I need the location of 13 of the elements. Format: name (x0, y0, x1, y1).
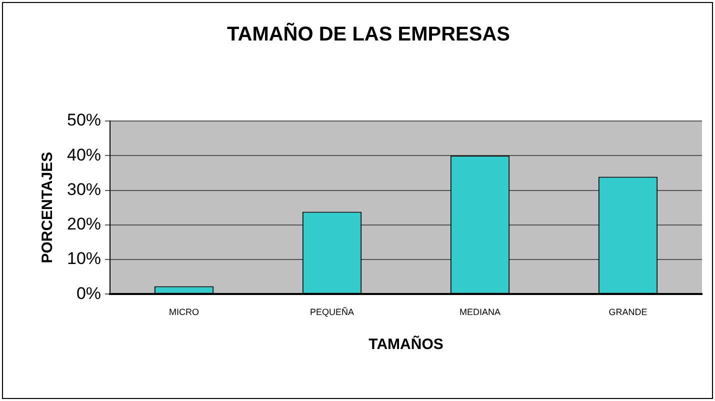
y-axis-title: PORCENTAJES (39, 152, 56, 264)
y-tick-label: 40% (66, 145, 102, 164)
y-tick-label: 20% (66, 214, 102, 234)
chart-title: TAMAÑO DE LAS EMPRESAS (227, 22, 510, 46)
y-tick-label: 10% (66, 249, 102, 268)
x-tick-label: MICRO (169, 307, 200, 318)
y-tick-label: 50% (66, 110, 102, 130)
x-tick-label: GRANDE (608, 307, 648, 318)
x-tick-label: MEDIANA (460, 307, 501, 318)
x-axis-title: TAMAÑOS (368, 335, 444, 354)
x-tick-label: PEQUEÑA (310, 307, 354, 318)
y-tick-label: 0% (76, 284, 102, 303)
y-tick-label: 30% (66, 180, 102, 199)
